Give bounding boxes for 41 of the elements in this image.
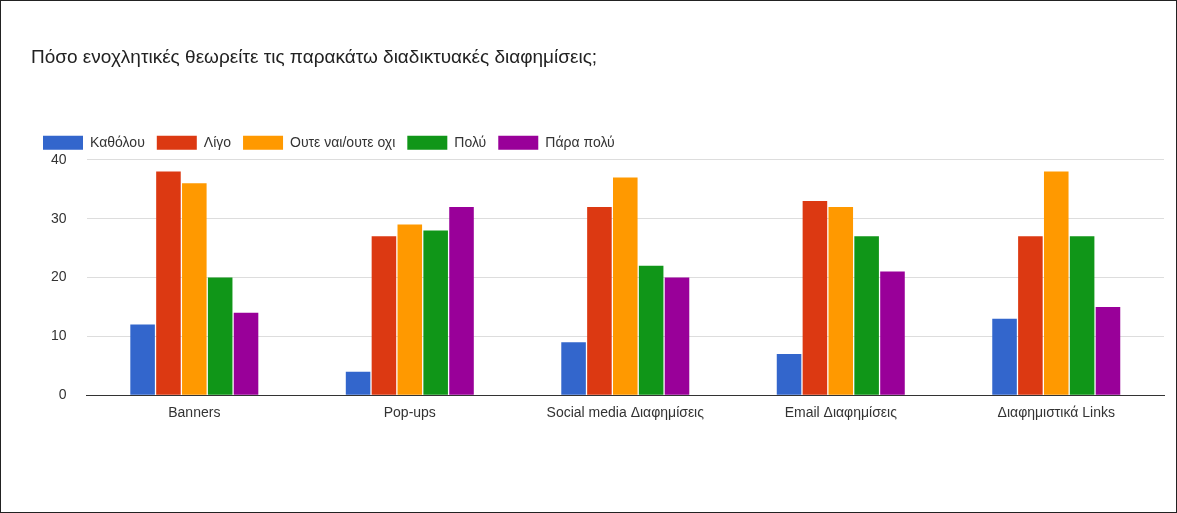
bar (345, 371, 371, 395)
bar (854, 236, 879, 395)
x-tick-label: Pop-ups (383, 404, 436, 421)
bar (397, 224, 423, 395)
bar (1043, 171, 1069, 395)
x-tick-label: Email Διαφημίσεις (784, 404, 898, 421)
bar (371, 236, 397, 395)
bar (802, 201, 828, 395)
legend-label: Λίγο (203, 133, 232, 150)
bar (664, 277, 690, 395)
bar (992, 318, 1017, 395)
legend-label: Πάρα πολύ (545, 133, 615, 150)
y-tick-label: 10 (50, 327, 67, 344)
bar (233, 312, 259, 395)
y-tick-label: 30 (50, 209, 67, 226)
bar (182, 183, 207, 395)
bar (449, 206, 474, 395)
bar (1018, 236, 1043, 395)
bar (638, 265, 664, 395)
y-tick-label: 20 (50, 268, 67, 285)
bar (423, 230, 448, 395)
bar (207, 277, 233, 395)
bar (130, 324, 155, 395)
x-tick-label: Banners (168, 404, 221, 421)
legend-label: Καθόλου (90, 133, 145, 150)
bar (1095, 306, 1121, 395)
legend-label: Ουτε ναι/ουτε οχι (290, 133, 396, 150)
bar (1069, 236, 1095, 395)
bar (587, 206, 612, 395)
bar (776, 354, 802, 395)
y-tick-label: 40 (50, 150, 67, 167)
bar (613, 177, 638, 395)
legend-label: Πολύ (454, 133, 487, 150)
x-tick-label: Social media Διαφημίσεις (546, 404, 705, 421)
bar (880, 271, 905, 395)
y-tick-label: 0 (58, 386, 67, 403)
x-tick-label: Διαφημιστικά Links (997, 404, 1115, 421)
bar (156, 171, 181, 395)
bar (561, 342, 586, 395)
chart-title: Πόσο ενοχλητικές θεωρείτε τις παρακάτω διαδικτυακές διαφημίσεις; (31, 45, 598, 67)
bar (828, 206, 854, 395)
